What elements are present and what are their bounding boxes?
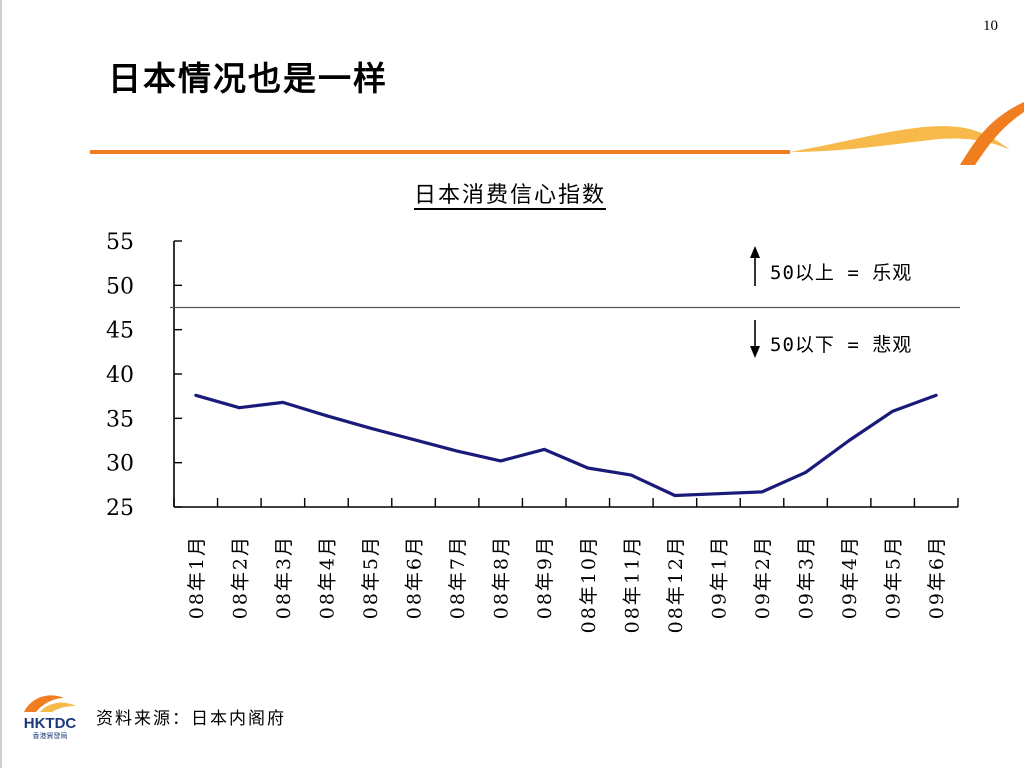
- data-point: [324, 414, 328, 418]
- data-point: [891, 409, 895, 413]
- chart-title: 日本消费信心指数: [414, 183, 607, 208]
- y-tick-label: 30: [106, 452, 134, 477]
- x-tick-label: 09年6月: [926, 535, 948, 619]
- svg-text:HKTDC: HKTDC: [24, 715, 77, 732]
- x-tick-label: 09年1月: [708, 535, 730, 619]
- y-tick-label: 55: [106, 230, 134, 255]
- annotation-pessimistic: 50以下 = 悲观: [770, 334, 913, 356]
- y-tick-label: 35: [106, 407, 134, 432]
- x-tick-label: 08年8月: [491, 535, 513, 619]
- x-axis: 08年1月 08年2月 08年3月 08年4月 08年5月 08年6月 08年7月 08年8月…: [173, 498, 959, 633]
- arrow-up-icon: [750, 246, 760, 286]
- x-tick-label: 08年7月: [447, 535, 469, 619]
- data-point: [194, 393, 198, 397]
- y-tick-label: 45: [106, 319, 134, 344]
- data-point: [629, 473, 633, 477]
- arrow-down-icon: [750, 320, 760, 358]
- swoosh-yellow: [790, 126, 1010, 152]
- data-point: [281, 400, 285, 404]
- x-tick-label: 08年6月: [404, 535, 426, 619]
- slide-title: 日本情况也是一样: [108, 59, 388, 98]
- x-tick-label: 09年4月: [839, 535, 861, 619]
- data-point: [673, 493, 677, 497]
- data-point: [237, 406, 241, 410]
- x-tick-label: 08年1月: [186, 535, 208, 619]
- x-tick-label: 08年4月: [316, 535, 338, 619]
- swoosh-orange: [960, 102, 1024, 165]
- data-point: [934, 393, 938, 397]
- chart-canvas: 55 50 45 40 35 30 25 08年1月 08年2月 08年3月 08年4月 08年5月…: [106, 230, 960, 633]
- data-point: [499, 459, 503, 463]
- title-decoration-swoosh: [90, 102, 1024, 165]
- data-point: [542, 447, 546, 451]
- x-tick-label: 09年5月: [883, 535, 905, 619]
- y-tick-label: 40: [106, 363, 134, 388]
- title-underline-bar: [90, 150, 790, 154]
- data-point: [368, 426, 372, 430]
- data-point: [847, 439, 851, 442]
- page-number: 10: [983, 18, 998, 34]
- y-tick-label: 25: [106, 496, 134, 521]
- annotation-optimistic: 50以上 = 乐观: [770, 262, 913, 284]
- svg-text:香港貿發局: 香港貿發局: [33, 731, 68, 740]
- source-note: 资料来源：日本内阁府: [96, 709, 286, 729]
- hktdc-logo: HKTDC 香港貿發局: [24, 695, 77, 740]
- y-axis: 55 50 45 40 35 30 25: [106, 230, 182, 521]
- x-tick-label: 08年2月: [229, 535, 251, 619]
- data-point: [412, 438, 416, 442]
- data-point: [804, 470, 808, 474]
- x-tick-label: 08年5月: [360, 535, 382, 619]
- data-point: [716, 492, 720, 496]
- x-tick-label: 08年3月: [273, 535, 295, 619]
- x-tick-label: 09年2月: [752, 535, 774, 619]
- series-line: [195, 393, 937, 498]
- data-point: [455, 449, 459, 453]
- data-point: [586, 466, 590, 470]
- y-tick-label: 50: [106, 274, 134, 299]
- x-tick-label: 09年3月: [796, 535, 818, 619]
- x-tick-label: 08年10月: [578, 535, 600, 633]
- x-tick-label: 08年12月: [665, 535, 687, 633]
- data-point: [760, 490, 764, 494]
- x-tick-label: 08年9月: [534, 535, 556, 619]
- x-tick-label: 08年11月: [621, 535, 643, 633]
- data-points: [194, 393, 938, 497]
